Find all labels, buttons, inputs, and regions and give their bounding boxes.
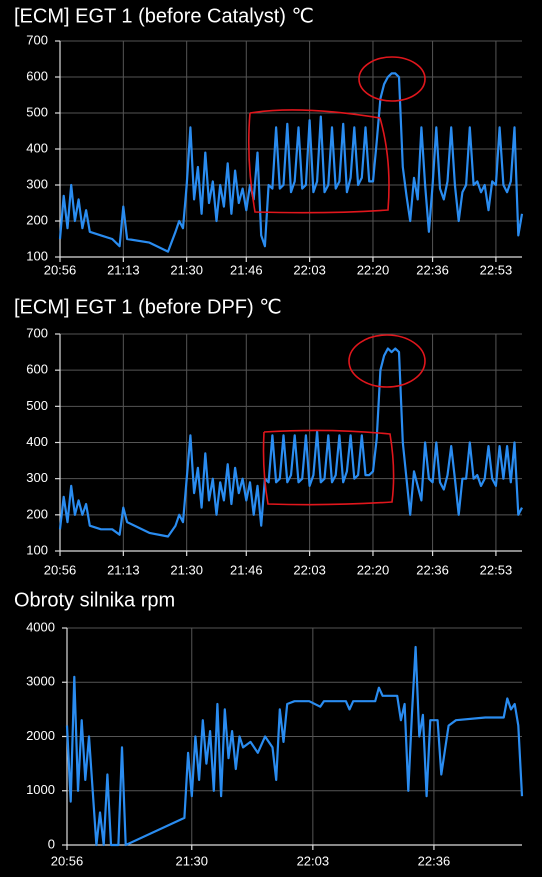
y-tick-label: 100 bbox=[26, 248, 48, 263]
x-tick-label: 22:03 bbox=[293, 262, 326, 277]
y-tick-label: 200 bbox=[26, 212, 48, 227]
x-tick-label: 21:13 bbox=[107, 262, 140, 277]
chart-title: [ECM] EGT 1 (before Catalyst) ℃ bbox=[14, 5, 314, 27]
y-tick-label: 500 bbox=[26, 398, 48, 413]
x-tick-label: 20:56 bbox=[44, 562, 77, 577]
x-tick-label: 21:30 bbox=[175, 853, 208, 868]
annotation-box bbox=[247, 109, 390, 214]
y-tick-label: 600 bbox=[26, 362, 48, 377]
annotation-box bbox=[262, 429, 395, 506]
annotation-circle bbox=[348, 334, 426, 388]
x-tick-label: 22:20 bbox=[357, 562, 390, 577]
x-tick-label: 22:36 bbox=[416, 262, 449, 277]
y-tick-label: 3000 bbox=[26, 674, 55, 689]
x-tick-label: 22:36 bbox=[418, 853, 451, 868]
annotation-circle bbox=[358, 56, 426, 102]
y-tick-label: 700 bbox=[26, 325, 48, 340]
chart-title: Obroty silnika rpm bbox=[14, 589, 175, 611]
x-tick-label: 22:20 bbox=[357, 262, 390, 277]
y-tick-label: 300 bbox=[26, 176, 48, 191]
charts: 100 200 300 400 500 600 700 20:56 21:13 21:30 21:4… bbox=[26, 32, 524, 868]
y-tick-label: 200 bbox=[26, 506, 48, 521]
x-tick-label: 22:03 bbox=[297, 853, 330, 868]
data-line bbox=[65, 645, 524, 847]
y-tick-label: 700 bbox=[26, 32, 48, 47]
y-tick-label: 300 bbox=[26, 470, 48, 485]
y-tick-label: 500 bbox=[26, 104, 48, 119]
y-tick-label: 600 bbox=[26, 68, 48, 83]
y-tick-label: 400 bbox=[26, 434, 48, 449]
x-tick-label: 21:30 bbox=[170, 262, 203, 277]
x-tick-label: 20:56 bbox=[44, 262, 77, 277]
y-tick-label: 4000 bbox=[26, 619, 55, 634]
y-tick-label: 1000 bbox=[26, 782, 55, 797]
x-tick-label: 21:30 bbox=[170, 562, 203, 577]
y-tick-label: 0 bbox=[48, 836, 55, 851]
x-tick-label: 21:13 bbox=[107, 562, 140, 577]
x-tick-label: 22:53 bbox=[480, 262, 513, 277]
data-line bbox=[58, 347, 523, 538]
y-tick-label: 2000 bbox=[26, 728, 55, 743]
x-tick-label: 22:53 bbox=[480, 562, 513, 577]
x-tick-label: 22:36 bbox=[416, 562, 449, 577]
x-tick-label: 22:03 bbox=[293, 562, 326, 577]
x-tick-label: 21:46 bbox=[230, 262, 263, 277]
x-tick-label: 21:46 bbox=[230, 562, 263, 577]
data-line bbox=[58, 72, 524, 253]
x-tick-label: 20:56 bbox=[51, 853, 84, 868]
y-tick-label: 400 bbox=[26, 140, 48, 155]
y-tick-label: 100 bbox=[26, 542, 48, 557]
chart-title: [ECM] EGT 1 (before DPF) ℃ bbox=[14, 296, 282, 318]
